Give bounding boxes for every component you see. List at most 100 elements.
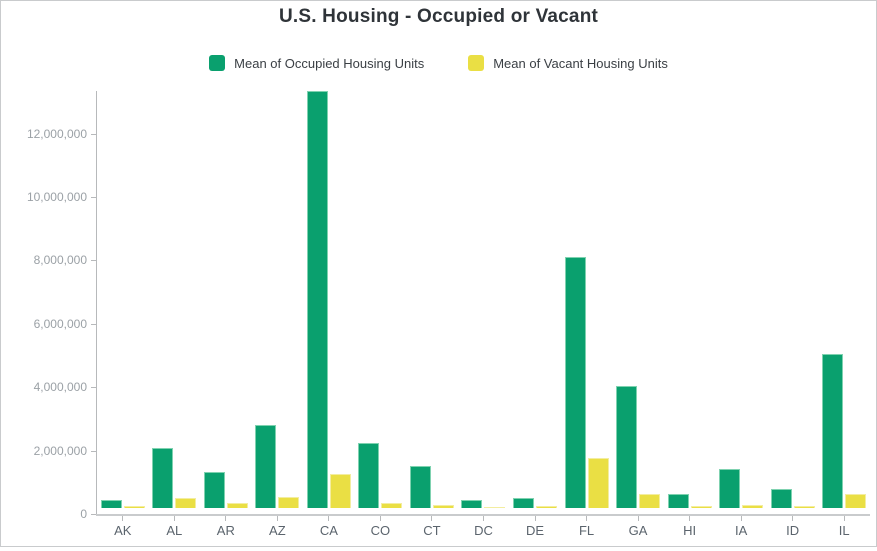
legend-item-vacant[interactable]: Mean of Vacant Housing Units bbox=[468, 55, 668, 71]
x-tick-mark bbox=[612, 516, 664, 521]
x-tick-mark bbox=[303, 516, 355, 521]
bar-group-DE bbox=[509, 498, 561, 508]
bar-group-FL bbox=[561, 257, 613, 508]
y-tick-mark bbox=[91, 197, 96, 198]
bar-groups bbox=[97, 91, 870, 508]
y-tick-label: 2,000,000 bbox=[33, 443, 87, 458]
bar-occupied-AL[interactable] bbox=[152, 448, 174, 508]
x-tick-mark bbox=[406, 516, 458, 521]
bar-group-CT bbox=[406, 466, 458, 508]
x-tick-mark bbox=[715, 516, 767, 521]
bar-vacant-ID[interactable] bbox=[793, 506, 815, 508]
x-tick-label-AR: AR bbox=[216, 523, 235, 538]
bar-group-ID bbox=[767, 489, 819, 508]
x-axis-labels: AK AL AR AZ CA CO CT DC DE FL GA HI IA ID IL bbox=[97, 523, 870, 538]
bar-group-IA bbox=[715, 469, 767, 508]
x-tick-label-CT: CT bbox=[423, 523, 441, 538]
bar-occupied-DC[interactable] bbox=[461, 500, 483, 508]
bar-vacant-IL[interactable] bbox=[845, 494, 867, 508]
x-tick-label-GA: GA bbox=[628, 523, 648, 538]
y-tick-label: 0 bbox=[80, 507, 87, 521]
x-tick-mark bbox=[355, 516, 407, 521]
y-axis-line bbox=[96, 91, 97, 514]
legend: Mean of Occupied Housing Units Mean of V… bbox=[1, 55, 876, 71]
x-tick-mark bbox=[200, 516, 252, 521]
y-tick-mark bbox=[91, 323, 96, 325]
y-tick-mark bbox=[91, 514, 96, 515]
bar-group-DC bbox=[458, 500, 510, 508]
x-axis-line bbox=[96, 514, 870, 516]
y-tick-label: 8,000,000 bbox=[33, 253, 87, 268]
bar-occupied-GA[interactable] bbox=[616, 386, 638, 508]
x-tick-mark bbox=[252, 516, 304, 521]
x-tick-label-IA: IA bbox=[734, 523, 748, 538]
bar-occupied-CA[interactable] bbox=[306, 91, 328, 508]
bar-vacant-IA[interactable] bbox=[742, 505, 764, 508]
bar-occupied-IL[interactable] bbox=[822, 354, 844, 508]
x-tick-mark bbox=[509, 516, 561, 521]
bar-occupied-DE[interactable] bbox=[513, 498, 535, 508]
x-tick-label-IL: IL bbox=[838, 523, 850, 538]
x-tick-label-HI: HI bbox=[683, 523, 697, 538]
bar-group-AR bbox=[200, 472, 252, 508]
x-tick-mark bbox=[767, 516, 819, 521]
bar-occupied-FL[interactable] bbox=[564, 257, 586, 508]
legend-label-occupied: Mean of Occupied Housing Units bbox=[234, 55, 425, 71]
bar-vacant-CA[interactable] bbox=[329, 474, 351, 508]
bar-group-GA bbox=[612, 386, 664, 508]
x-tick-mark bbox=[458, 516, 510, 521]
bar-vacant-FL[interactable] bbox=[587, 458, 609, 508]
x-tick-label-CO: CO bbox=[370, 523, 391, 538]
bar-occupied-HI[interactable] bbox=[667, 494, 689, 508]
bar-group-AL bbox=[149, 448, 201, 508]
bar-occupied-AR[interactable] bbox=[203, 472, 225, 508]
y-tick-label: 4,000,000 bbox=[33, 380, 87, 395]
bar-vacant-AK[interactable] bbox=[123, 506, 145, 508]
y-tick-label: 10,000,000 bbox=[26, 190, 87, 204]
bar-occupied-AK[interactable] bbox=[100, 500, 122, 508]
bar-vacant-DC[interactable] bbox=[484, 507, 506, 508]
bar-occupied-ID[interactable] bbox=[770, 489, 792, 508]
bar-group-AK bbox=[97, 500, 149, 508]
bar-occupied-IA[interactable] bbox=[719, 469, 741, 508]
legend-swatch-vacant bbox=[468, 55, 485, 71]
legend-label-vacant: Mean of Vacant Housing Units bbox=[493, 55, 668, 71]
y-tick-mark bbox=[91, 133, 96, 135]
bar-group-AZ bbox=[252, 425, 304, 508]
legend-swatch-occupied bbox=[209, 55, 226, 71]
x-tick-mark bbox=[818, 516, 870, 521]
x-tick-label-DC: DC bbox=[474, 523, 493, 538]
x-axis-ticks bbox=[97, 516, 870, 521]
x-tick-label-CA: CA bbox=[319, 523, 338, 538]
bar-occupied-CO[interactable] bbox=[358, 443, 380, 508]
bar-vacant-DE[interactable] bbox=[536, 506, 558, 508]
bar-vacant-AZ[interactable] bbox=[278, 497, 300, 508]
bar-vacant-AR[interactable] bbox=[226, 503, 248, 508]
x-tick-mark bbox=[664, 516, 716, 521]
bar-vacant-HI[interactable] bbox=[690, 506, 712, 508]
bar-occupied-AZ[interactable] bbox=[255, 425, 277, 508]
bar-group-CO bbox=[355, 443, 407, 508]
bar-vacant-CO[interactable] bbox=[381, 503, 403, 508]
bar-group-HI bbox=[664, 494, 716, 508]
x-tick-label-FL: FL bbox=[578, 523, 595, 538]
x-tick-label-AZ: AZ bbox=[269, 523, 286, 538]
x-tick-label-DE: DE bbox=[525, 523, 545, 538]
x-tick-mark bbox=[97, 516, 149, 521]
bar-vacant-AL[interactable] bbox=[175, 498, 197, 508]
x-tick-label-AL: AL bbox=[166, 523, 183, 538]
bar-vacant-CT[interactable] bbox=[432, 505, 454, 508]
y-tick-mark bbox=[91, 260, 96, 262]
bar-vacant-GA[interactable] bbox=[639, 494, 661, 508]
bar-group-IL bbox=[818, 354, 870, 508]
bar-occupied-CT[interactable] bbox=[409, 466, 431, 508]
legend-item-occupied[interactable]: Mean of Occupied Housing Units bbox=[209, 55, 424, 71]
chart-title: U.S. Housing - Occupied or Vacant bbox=[278, 6, 599, 27]
y-tick-label: 6,000,000 bbox=[33, 316, 87, 331]
x-tick-mark bbox=[149, 516, 201, 521]
x-tick-mark bbox=[561, 516, 613, 521]
x-tick-label-AK: AK bbox=[114, 523, 132, 538]
y-tick-label: 12,000,000 bbox=[26, 126, 87, 141]
